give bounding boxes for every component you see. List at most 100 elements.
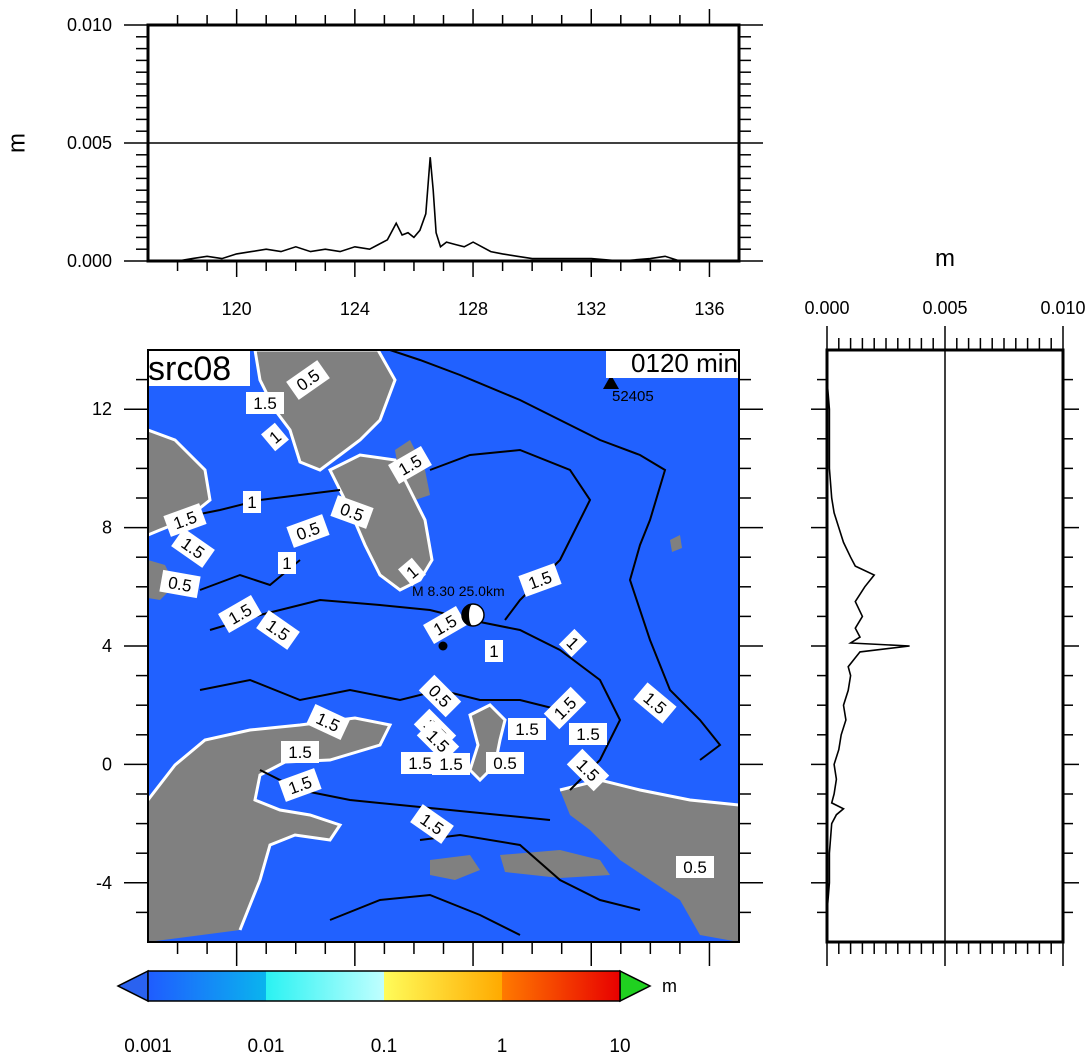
contour-label-box bbox=[633, 682, 677, 724]
land-buru bbox=[500, 850, 610, 878]
contour-label: 0.5 bbox=[159, 569, 201, 599]
right-axis-tick-labels: 0.000 0.005 0.010 bbox=[804, 298, 1085, 318]
colorbar-tick-label: 0.1 bbox=[371, 1036, 397, 1057]
right-x-tick-label: 0.005 bbox=[922, 298, 967, 318]
top-y-tick-label: 0.000 bbox=[67, 251, 112, 271]
right-profile-panel: 0.000 0.005 0.010 m bbox=[804, 245, 1086, 966]
contour-label: 1.5 bbox=[281, 741, 319, 763]
map-title-box bbox=[146, 348, 250, 386]
map-panel: 0.51.511.51 0.51.5 0.51.51 10.51.51.51.51.5… bbox=[92, 348, 763, 966]
epicenter-dot bbox=[438, 641, 448, 651]
contour-label-box bbox=[558, 628, 588, 658]
top-x-tick-label: 136 bbox=[694, 299, 724, 319]
contour-label-box bbox=[243, 491, 261, 513]
station-marker: 52405 bbox=[603, 375, 654, 405]
contour-label: 1 bbox=[398, 557, 426, 587]
contour-label-box bbox=[398, 557, 426, 587]
top-y-tick-label: 0.010 bbox=[67, 15, 112, 35]
contour-label: 1 bbox=[261, 422, 289, 452]
colorbar-under-arrow bbox=[116, 969, 149, 1003]
contour-label: 1.5 bbox=[278, 768, 322, 802]
contour-label-box bbox=[566, 748, 610, 792]
top-x-tick-label: 120 bbox=[222, 299, 252, 319]
right-panel-frame bbox=[825, 348, 1065, 944]
contour-label: 0.5 bbox=[486, 752, 524, 774]
contour-label-box bbox=[401, 752, 439, 774]
contour-label: 1.5 bbox=[569, 723, 607, 745]
colorbar-segment-4 bbox=[502, 971, 620, 1001]
contour-label: 1 bbox=[558, 628, 588, 658]
contour-label-box bbox=[388, 445, 432, 485]
top-axis-ticks bbox=[124, 9, 763, 277]
contour-label-text: 0.5 bbox=[493, 754, 517, 773]
contour-label-text: 1 bbox=[247, 493, 256, 512]
station-label: 52405 bbox=[612, 388, 654, 405]
contour-label-box bbox=[286, 360, 330, 400]
contour-label-box bbox=[569, 723, 607, 745]
contour-label: 1.5 bbox=[401, 752, 439, 774]
map-title: src08 bbox=[148, 350, 231, 388]
contour-label: 1 bbox=[485, 640, 503, 662]
land-sulawesi bbox=[148, 718, 390, 942]
map-y-tick-label: -4 bbox=[96, 873, 112, 893]
contour-label: 0.5 bbox=[676, 856, 714, 878]
contour-label: 1.5 bbox=[256, 610, 300, 650]
colorbar-segment-2 bbox=[266, 971, 384, 1001]
contour-label-text: 1.5 bbox=[576, 725, 600, 744]
map-y-tick-label: 0 bbox=[102, 754, 112, 774]
land-palau bbox=[670, 535, 682, 552]
contour-label-box bbox=[518, 563, 562, 597]
map-y-tick-label: 8 bbox=[102, 518, 112, 538]
colorbar-tick-label: 0.01 bbox=[248, 1036, 285, 1057]
time-label-box bbox=[606, 348, 740, 378]
contour-label-text: 0.5 bbox=[167, 573, 194, 596]
contour-label: 1 bbox=[243, 491, 261, 513]
contour-label-text: 1.5 bbox=[253, 394, 277, 413]
contour-label-text: 1.5 bbox=[515, 720, 539, 739]
contour-label-box bbox=[159, 569, 201, 599]
contour-label-box bbox=[485, 640, 503, 662]
contour-label-box bbox=[256, 610, 300, 650]
contour-label-box bbox=[418, 674, 462, 718]
right-xlabel: m bbox=[935, 245, 955, 272]
contour-label-box bbox=[330, 495, 374, 529]
right-profile-line bbox=[826, 350, 910, 942]
top-ylabel: m bbox=[3, 133, 30, 153]
contour-label-box bbox=[543, 686, 587, 730]
contour-label-box bbox=[432, 753, 470, 775]
contour-label-box bbox=[171, 528, 215, 568]
source-label: M 8.30 25.0km bbox=[412, 583, 505, 599]
colorbar-tick-label: 1 bbox=[497, 1036, 508, 1057]
focal-mechanism-quadrant bbox=[462, 604, 473, 626]
land-halmahera bbox=[470, 705, 505, 780]
top-x-tick-label: 132 bbox=[576, 299, 606, 319]
colorbar-tick-label: 0.001 bbox=[124, 1036, 172, 1057]
top-x-tick-label: 124 bbox=[340, 299, 370, 319]
contour-label: 1.5 bbox=[246, 392, 284, 414]
map-y-tick-label: 12 bbox=[92, 399, 112, 419]
contour-label-text: 1.5 bbox=[408, 754, 432, 773]
contour-label-box bbox=[508, 718, 546, 740]
contour-label: 1 bbox=[278, 552, 296, 574]
station-triangle-icon bbox=[603, 375, 619, 389]
contour-label-text: 1.5 bbox=[288, 743, 312, 762]
contour-label-box bbox=[246, 392, 284, 414]
contour-label-text: 1 bbox=[282, 554, 291, 573]
map-axis-ticks bbox=[124, 378, 763, 966]
colorbar-unit: m bbox=[662, 976, 677, 996]
right-x-tick-label: 0.000 bbox=[804, 298, 849, 318]
contour-label-box bbox=[278, 768, 322, 802]
contour-label-box bbox=[281, 741, 319, 763]
top-y-tick-label: 0.005 bbox=[67, 133, 112, 153]
contour-label-box bbox=[278, 552, 296, 574]
time-label: 0120 min bbox=[631, 348, 738, 378]
map-axis-tick-labels: -4 0 4 8 12 bbox=[92, 399, 112, 893]
land-new-guinea bbox=[560, 780, 739, 942]
contour-label-box bbox=[163, 503, 207, 537]
right-axis-ticks bbox=[811, 326, 1079, 966]
top-axis-tick-labels: 120 124 128 132 136 0.000 0.005 0.010 bbox=[67, 15, 725, 319]
top-profile-line bbox=[177, 157, 681, 262]
contour-label-box bbox=[423, 605, 467, 645]
contour-label-box bbox=[676, 856, 714, 878]
right-x-tick-label: 0.010 bbox=[1040, 298, 1085, 318]
